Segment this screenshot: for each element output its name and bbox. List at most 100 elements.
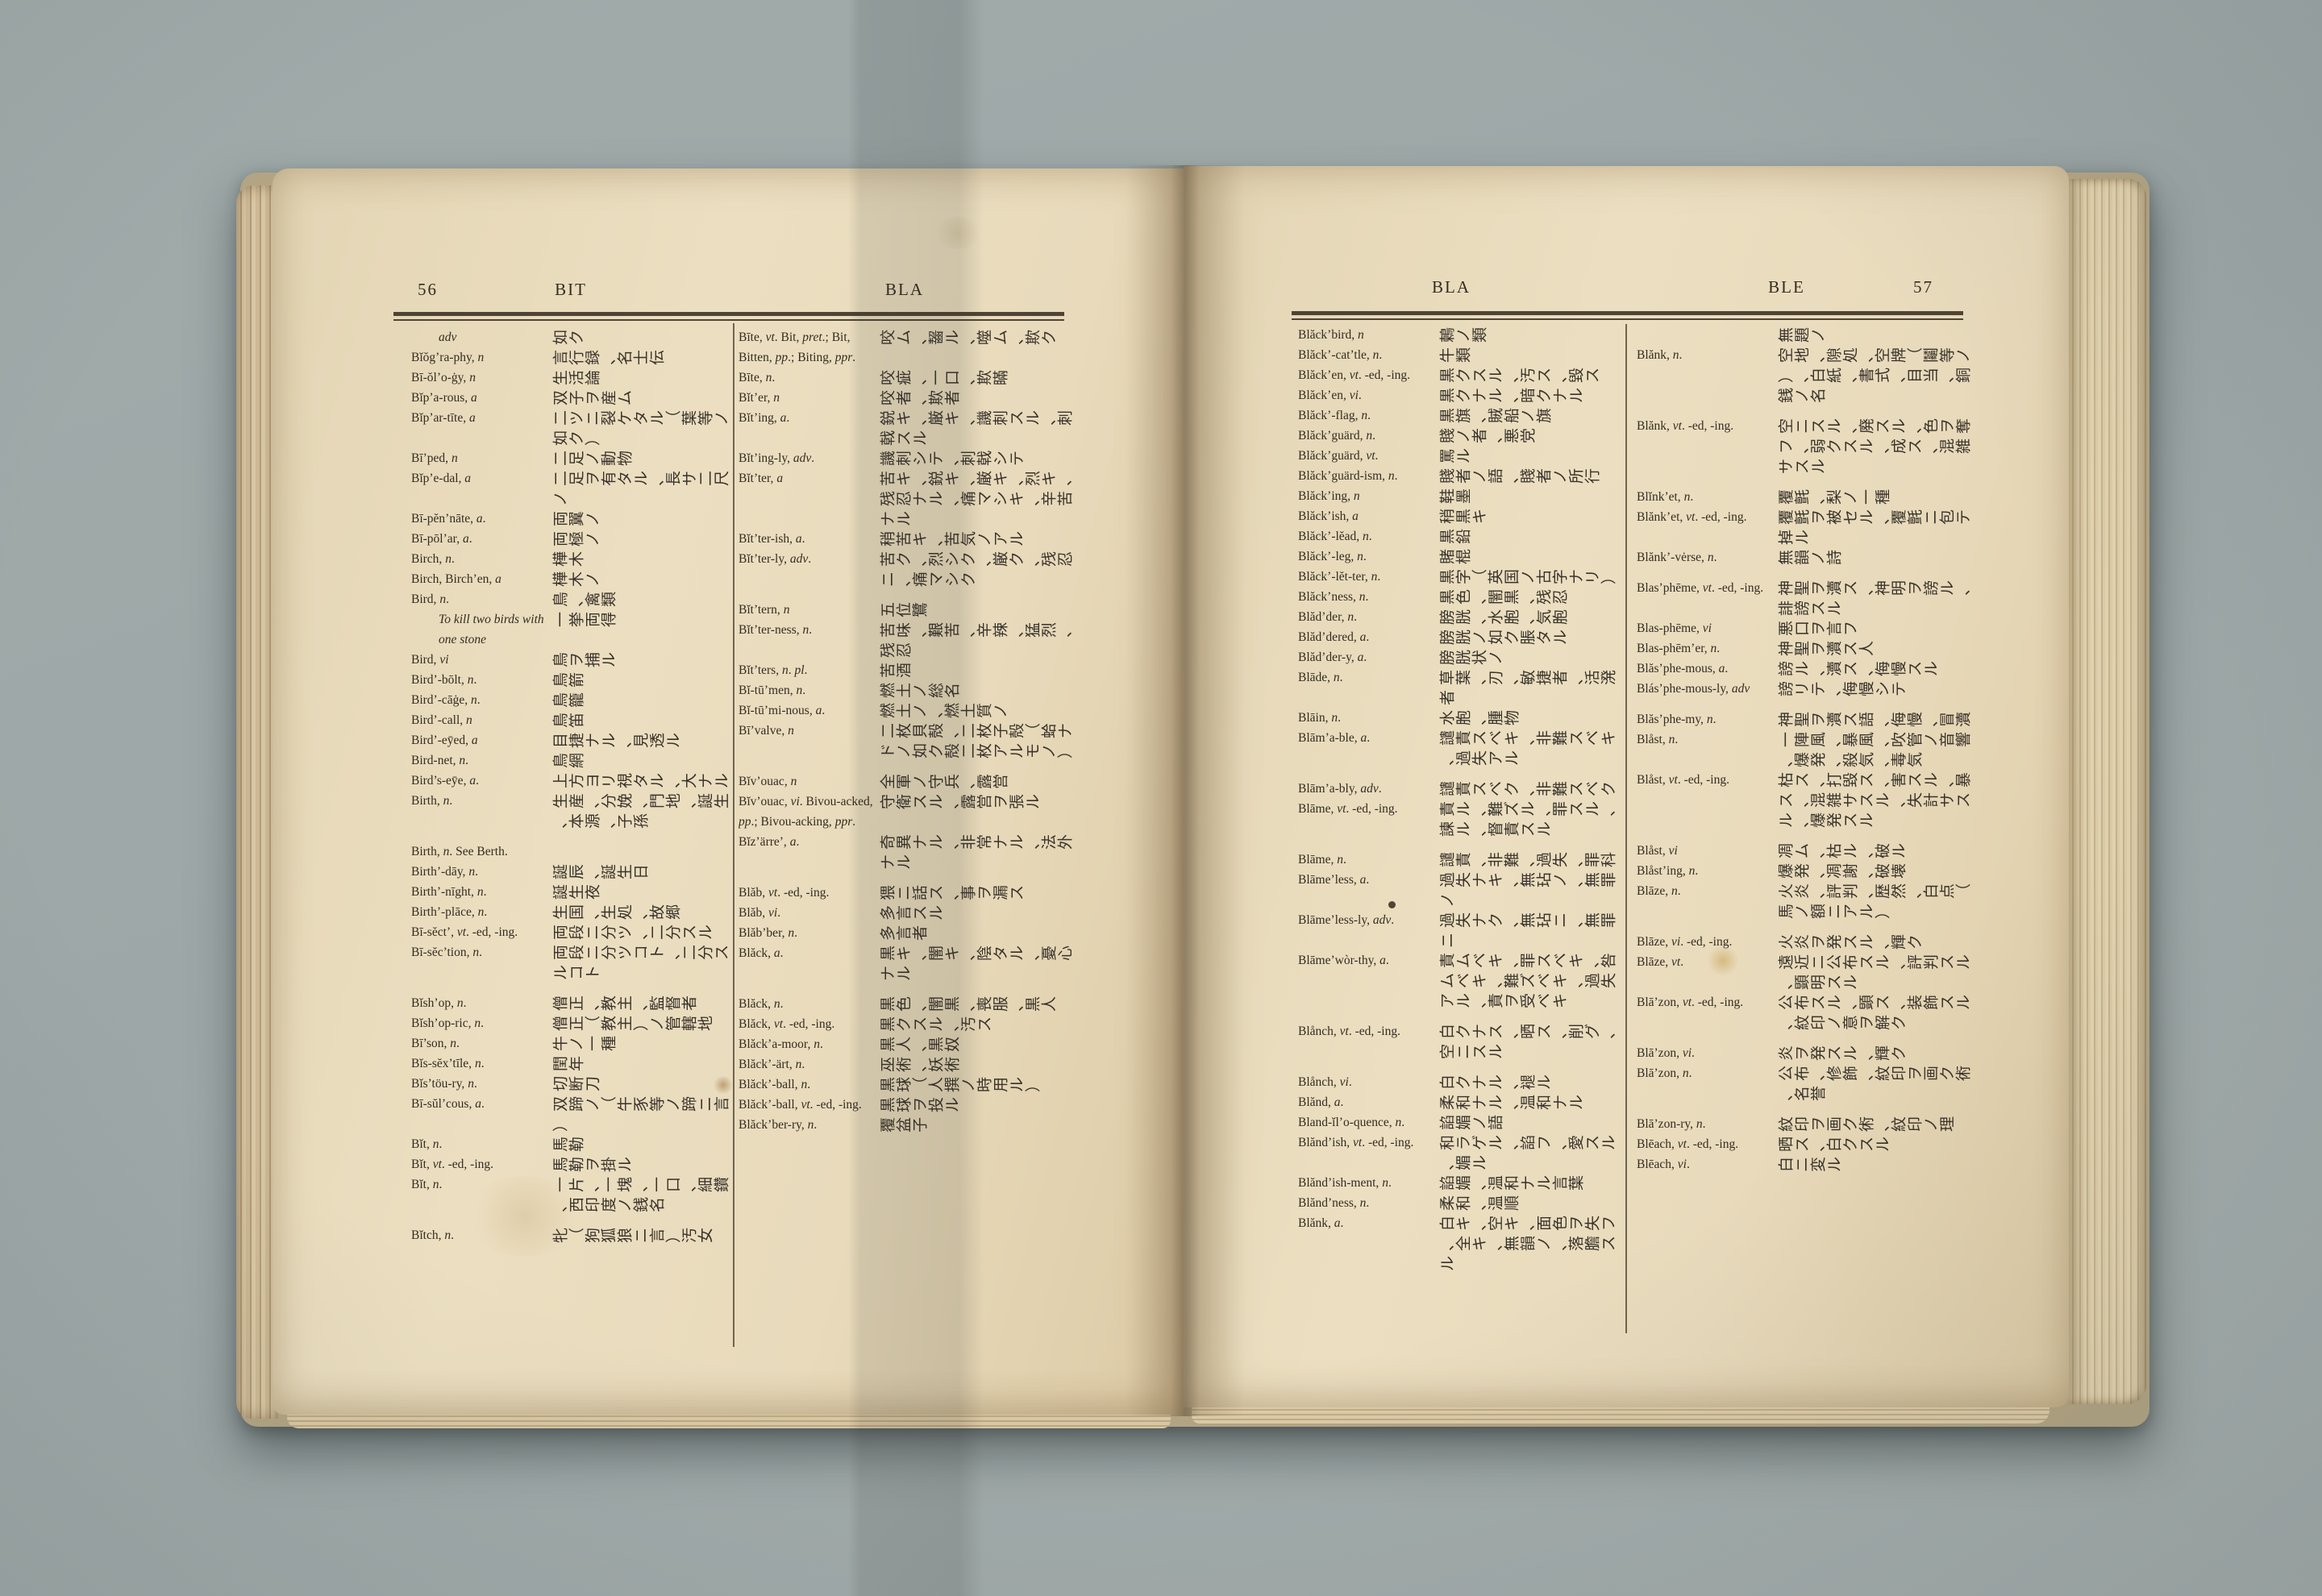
definition-japanese: 枯ス、打毀ス、害スル、暴ス、混雑サスル、失計サスル、爆発スル — [1777, 772, 1973, 829]
definition-japanese: 炎ヲ発スル、輝ク — [1777, 1045, 1908, 1062]
header-rule — [1292, 311, 1963, 320]
headword: Bĭt, vt. -ed, -ing. — [411, 1158, 494, 1171]
definition-japanese: 双子ヲ産ム — [551, 390, 635, 406]
dictionary-entry: Bird, n. 鳥、禽類 — [411, 589, 732, 609]
dictionary-entry: Bird’-bōlt, n. 鳥箭 — [411, 670, 732, 690]
dictionary-entry: Bird-net, n. 鳥網 — [411, 750, 732, 771]
dictionary-entry: Bĭsh’op, n. 僧正、教主、監督者 — [411, 993, 732, 1013]
headword: Blănk’-vėrse, n. — [1637, 551, 1717, 564]
headword: Blånch, vi. — [1298, 1075, 1352, 1089]
dictionary-entry: Bird’-eȳed, a 目捷ナル、見透ル — [411, 730, 732, 750]
dictionary-entry: Birth’-plāce, n. 生国、生処、故郷 — [411, 902, 732, 922]
dictionary-entry: Bĭt’ing, a. 鋭キ、厳キ、譏刺スル、刺戟スル — [739, 408, 1085, 448]
dictionary-entry: Blāde, n. 草葉、刃、敏捷者、活溌者 — [1298, 667, 1622, 708]
definition-japanese: 稍黒キ — [1438, 509, 1489, 525]
dictionary-entry: Bī-sŭl’cous, a. 双蹄ノ（牛豕等ノ蹄ニ言） — [411, 1094, 732, 1134]
dictionary-entry: Blāze, vi. -ed, -ing. 火炎ヲ発スル、輝ク — [1637, 932, 1980, 952]
headword: Blăck’ber-ry, n. — [739, 1118, 818, 1132]
headword: Blăck’-ärt, n. — [739, 1058, 805, 1071]
definition-japanese: 白ニ変ル — [1777, 1157, 1844, 1173]
dictionary-entry: Blănk, a. 白キ、空キ、面色ヲ失フ、全キ、無韻ノ、落膽スル — [1298, 1213, 1622, 1274]
headword: Bĭt, n. — [411, 1137, 443, 1151]
definition-japanese: 二ツニ裂ケタル（葉等ノ如ク） — [551, 410, 731, 447]
dictionary-entry: Bĭt’er, n 咬者、欺者 — [739, 388, 1085, 408]
headword: Birch, n. — [411, 552, 455, 566]
headword: Blăck’-flag, n. — [1298, 409, 1371, 422]
definition-japanese: 守衛スル、露営ヲ張ル — [879, 794, 1042, 810]
headword: Bird’s-eȳe, a. — [411, 774, 479, 788]
dictionary-column: Blăck’bird, n 鶫ノ類 Blăck’-cat’tle, n. 牛類 Blăc… — [1298, 325, 1622, 1353]
definition-japanese: 一陣風、暴風、吹管ノ音響、爆発、殺気、毒気 — [1777, 732, 1973, 768]
definition-japanese: 全軍ノ守兵、露営 — [879, 774, 1010, 790]
definition-japanese: 空地、隙処、空牌（鬮等ノ）、白紙、書式、目当、銅銭ノ名 — [1777, 347, 1973, 404]
dictionary-entry: Blăck’en, vt. -ed, -ing. 黒クスル、汚ス、毀ス — [1298, 365, 1622, 385]
headword: Bird’-cāġe, n. — [411, 693, 481, 707]
definition-japanese: 鳥籠 — [551, 692, 586, 709]
headword: Blāme’less, a. — [1298, 873, 1370, 887]
definition-japanese: 過失ナキ、無玷ノ、無罪ノ — [1438, 872, 1618, 908]
headword: Bĭz’ärre’, a. — [739, 835, 800, 849]
headword: Blāme, vt. -ed, -ing. — [1298, 802, 1398, 816]
dictionary-entry: Blā’zon-ry, n. 紋印ヲ画ク術、紋印ノ理 — [1637, 1114, 1980, 1134]
dictionary-entry: Bī-sĕc’tion, n. 両段ニ分ツコト、二分スルコト — [411, 942, 732, 983]
definition-japanese: 公布、修飾、紋印ヲ画ク術、名誉 — [1777, 1066, 1973, 1102]
headword: Blāme’less-ly, adv. — [1298, 913, 1395, 927]
definition-japanese: 巫術、妖術 — [879, 1057, 962, 1073]
definition-japanese: 火炎ヲ発スル、輝ク — [1777, 934, 1925, 950]
dictionary-entry: Blăd’der-y, a. 膀胱状ノ — [1298, 647, 1622, 667]
dictionary-entry: Blănd, a. 柔和ナル、温和ナル — [1298, 1092, 1622, 1112]
dictionary-entry: Bland-ĭl’o-quence, n. 諂媚ノ語 — [1298, 1112, 1622, 1133]
headword: Blăck’-ball, n. — [739, 1078, 811, 1091]
definition-japanese: 諂媚ノ語 — [1438, 1115, 1505, 1131]
dictionary-entry: Bī-sĕct’, vt. -ed, -ing. 両段ニ分ツ、二分スル — [411, 922, 732, 942]
definition-japanese: 柔和ナル、温和ナル — [1438, 1095, 1586, 1111]
dictionary-entry: Bird’-call, n 鳥笛 — [411, 710, 732, 730]
dictionary-entry: Blăck’-ball, n. 黒球（人撰ノ時用ル） — [739, 1074, 1085, 1095]
definition-japanese: 譴責スベク、非難スベク — [1438, 781, 1618, 797]
dictionary-entry: Birth, n. 生産、分娩、門地、誕生、本源、子孫 — [411, 791, 732, 831]
definition-japanese: 咬者、欺者 — [879, 390, 962, 406]
dictionary-entry: Birth’-dāy, n. 誕辰、誕生日 — [411, 862, 732, 882]
definition-japanese: 目捷ナル、見透ル — [551, 733, 683, 749]
headword: Bī’ped, n — [411, 451, 458, 465]
dictionary-entry: Blăs’phe-my, n. 神聖ヲ瀆ス語、侮慢、冒瀆 — [1637, 709, 1980, 729]
dictionary-entry: Bīte, vt. Bit, pret.; Bit, Bitten, pp.; … — [739, 327, 1085, 368]
dictionary-entry: Birth, n. See Berth. — [411, 842, 732, 862]
headword: Blēach, vt. -ed, -ing. — [1637, 1137, 1739, 1151]
dictionary-entry: Bĭt, n. 一片、一塊、一口、細鑽、西印度ノ銭名 — [411, 1174, 732, 1215]
dictionary-entry: Blām’a-ble, a. 譴責スベキ、非難スベキ、過失アル — [1298, 728, 1622, 768]
headword: Blăck’ish, a — [1298, 509, 1359, 523]
headword: Bĭ-tū’men, n. — [739, 684, 806, 697]
dictionary-entry: Blăck’-ärt, n. 巫術、妖術 — [739, 1054, 1085, 1074]
headword: Bĭt’ter-ness, n. — [739, 623, 813, 637]
headword: Blăck’a-moor, n. — [739, 1037, 823, 1051]
dictionary-entry: Blănd’ish, vt. -ed, -ing. 和ラゲル、諂フ、愛スル、媚ル — [1298, 1133, 1622, 1173]
left-page: 56 BIT BLA adv 如ク Bĭŏg’ra-phy, n 言行録、名士伝 Bī-… — [273, 168, 1184, 1415]
definition-japanese: 賭棍 — [1438, 549, 1473, 565]
headword: Blånch, vt. -ed, -ing. — [1298, 1025, 1400, 1038]
headword: Bī’son, n. — [411, 1037, 460, 1050]
headword: Bĭs-sĕx’tīle, n. — [411, 1057, 485, 1070]
definition-japanese: 僧正（教主）ノ管轄地 — [551, 1016, 715, 1032]
definition-japanese: 黒人、黒奴 — [879, 1037, 962, 1053]
headword: Blāze, vi. -ed, -ing. — [1637, 935, 1733, 949]
definition-japanese: 晒ス、白クスル — [1777, 1137, 1892, 1153]
definition-japanese: 譴責、非難、過失、罪科 — [1438, 852, 1618, 868]
definition-japanese: 苦酒 — [879, 663, 913, 679]
dictionary-entry: Blas-phēm’er, n. 神聖ヲ瀆ス人 — [1637, 638, 1980, 659]
headword: Blăck, vt. -ed, -ing. — [739, 1017, 835, 1031]
headword: Blāme, n. — [1298, 853, 1346, 867]
header-rule — [393, 312, 1064, 321]
headword: Bird’-bōlt, n. — [411, 673, 477, 687]
dictionary-entry: 無題ノ — [1637, 325, 1980, 345]
definition-japanese: 諂媚、温和ナル言葉 — [1438, 1175, 1586, 1191]
definition-japanese: 黒球（人撰ノ時用ル） — [879, 1077, 1042, 1093]
definition-japanese: 悪口ヲ言フ — [1777, 621, 1860, 637]
dictionary-entry: Blăck’-flag, n. 黒旗、賊船ノ旗 — [1298, 405, 1622, 426]
dictionary-entry: Blănk, n. 空地、隙処、空牌（鬮等ノ）、白紙、書式、目当、銅銭ノ名 — [1637, 345, 1980, 405]
dictionary-entry: Blēach, vi. 白ニ変ル — [1637, 1154, 1980, 1174]
headword: Blas’phēme, vt. -ed, -ing. — [1637, 581, 1764, 595]
definition-japanese: 白クナル、褪ル — [1438, 1074, 1554, 1091]
dictionary-entry: Birth’-nīght, n. 誕生夜 — [411, 882, 732, 902]
headword: Blăb, vt. -ed, -ing. — [739, 886, 830, 900]
